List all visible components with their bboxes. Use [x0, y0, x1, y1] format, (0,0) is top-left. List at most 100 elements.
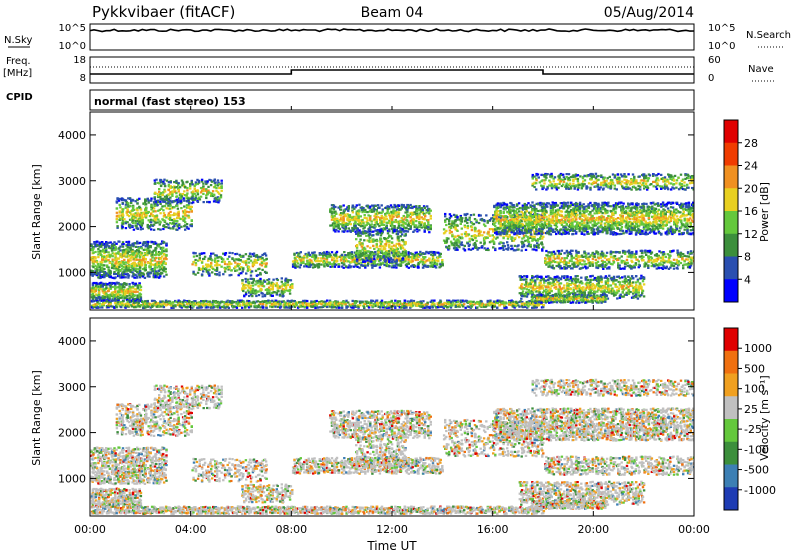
echo-cell	[282, 300, 285, 303]
echo-cell	[294, 261, 297, 264]
echo-cell	[171, 186, 174, 189]
echo-cell	[328, 253, 332, 256]
echo-cell	[457, 300, 460, 303]
echo-cell	[218, 183, 221, 186]
echo-cell	[202, 192, 205, 195]
echo-cell	[377, 230, 380, 233]
echo-cell	[409, 219, 412, 222]
echo-cell	[121, 226, 124, 229]
echo-cell	[92, 300, 95, 303]
echo-cell	[433, 304, 436, 307]
echo-cell	[340, 255, 344, 258]
echo-cell	[368, 207, 371, 210]
echo-cell	[397, 250, 400, 253]
echo-cell	[348, 264, 351, 267]
echo-cell	[118, 210, 121, 213]
echo-cell	[366, 259, 369, 262]
echo-cell	[126, 272, 129, 276]
echo-cell	[115, 281, 119, 284]
echo-cell	[234, 261, 237, 264]
echo-cell	[142, 211, 145, 214]
echo-cell	[362, 264, 365, 267]
echo-cell	[418, 206, 421, 209]
echo-cell	[424, 261, 427, 264]
echo-cell	[429, 300, 432, 303]
echo-cell	[257, 294, 261, 297]
echo-cell	[423, 257, 426, 260]
echo-cell	[377, 305, 380, 308]
echo-cell	[138, 258, 141, 261]
echo-cell	[197, 196, 201, 199]
freq-label-2: [MHz]	[3, 68, 32, 79]
echo-cell	[390, 206, 394, 209]
echo-cell	[132, 208, 136, 211]
echo-cell	[169, 185, 172, 188]
echo-cell	[169, 191, 172, 194]
echo-cell	[244, 286, 247, 289]
echo-cell	[266, 282, 269, 285]
echo-cell	[430, 253, 433, 256]
echo-cell	[384, 244, 388, 247]
echo-cell	[151, 241, 154, 244]
echo-cell	[193, 184, 196, 187]
echo-cell	[323, 305, 326, 308]
echo-cell	[101, 285, 104, 288]
echo-cell	[121, 302, 124, 305]
echo-cell	[358, 210, 361, 213]
echo-cell	[394, 205, 397, 208]
echo-cell	[286, 303, 289, 306]
echo-cell	[429, 209, 432, 212]
echo-cell	[117, 298, 120, 301]
echo-cell	[379, 303, 383, 307]
echo-cell	[404, 242, 407, 245]
echo-cell	[154, 219, 157, 222]
echo-cell	[163, 200, 167, 203]
echo-cell	[399, 264, 403, 267]
echo-cell	[400, 217, 403, 220]
echo-cell	[205, 182, 208, 186]
echo-cell	[404, 222, 407, 225]
echo-cell	[144, 216, 148, 219]
echo-cell	[439, 300, 443, 303]
echo-cell	[127, 268, 130, 271]
echo-cell	[129, 253, 132, 257]
echo-cell	[320, 306, 323, 309]
echo-cell	[123, 282, 126, 285]
echo-cell	[363, 302, 366, 306]
echo-cell	[404, 253, 408, 256]
echo-cell	[467, 305, 470, 308]
echo-cell	[136, 220, 140, 223]
echo-cell	[220, 189, 223, 192]
echo-cell	[395, 242, 398, 245]
echo-cell	[446, 306, 449, 309]
echo-cell	[424, 264, 427, 267]
echo-cell	[295, 260, 299, 263]
echo-cell	[134, 294, 137, 297]
echo-cell	[225, 303, 228, 306]
echo-cell	[283, 290, 286, 293]
echo-cell	[190, 202, 193, 205]
echo-cell	[120, 224, 124, 227]
echo-cell	[164, 262, 167, 265]
echo-cell	[249, 305, 253, 308]
echo-cell	[91, 292, 95, 295]
echo-cell	[162, 191, 165, 194]
echo-cell	[297, 253, 300, 256]
echo-cell	[196, 191, 199, 194]
echo-cell	[174, 190, 177, 194]
echo-cell	[100, 285, 103, 288]
echo-cell	[115, 207, 119, 210]
echo-cell	[200, 305, 204, 308]
echo-cell	[134, 219, 137, 222]
echo-cell	[290, 299, 293, 302]
echo-cell	[346, 254, 349, 257]
echo-cell	[125, 240, 128, 244]
echo-cell	[215, 189, 218, 192]
echo-cell	[121, 249, 125, 252]
echo-cell	[163, 178, 166, 181]
echo-cell	[144, 264, 147, 267]
echo-cell	[422, 261, 425, 264]
echo-cell	[131, 250, 134, 253]
echo-cell	[198, 305, 201, 308]
echo-cell	[429, 225, 432, 228]
